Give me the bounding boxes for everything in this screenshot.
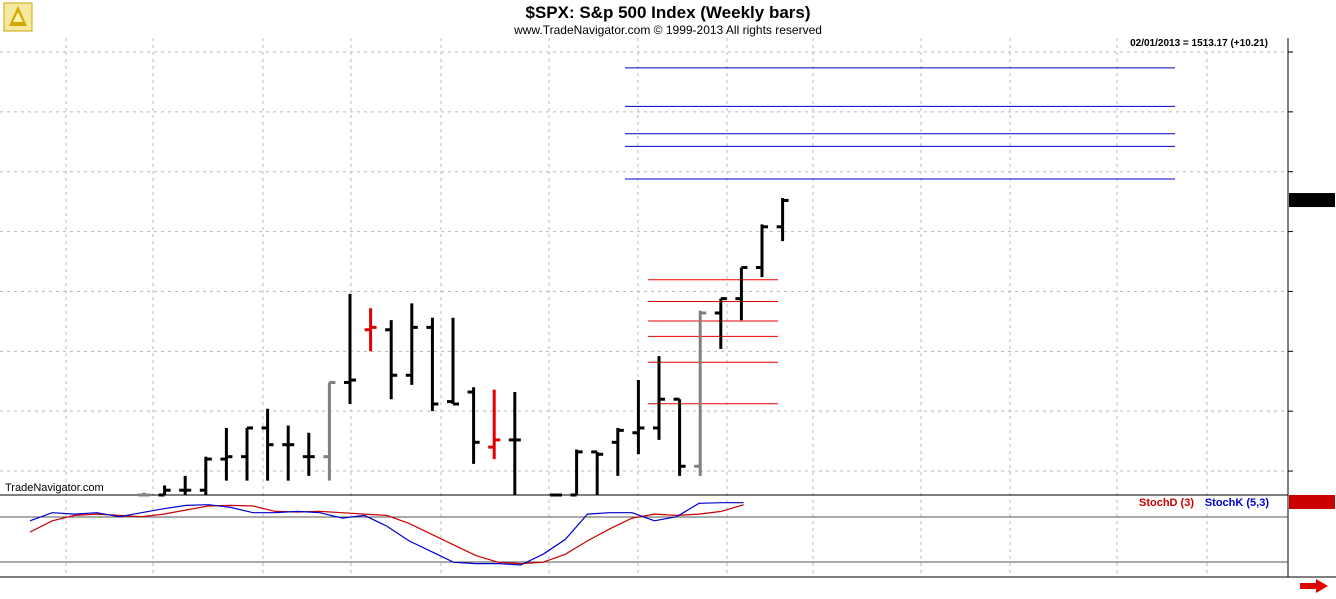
price-bar: [611, 427, 624, 476]
last-bar-info: 02/01/2013 = 1513.17 (+10.21): [1130, 38, 1268, 49]
last-price-box: [1289, 193, 1335, 208]
price-bar: [570, 449, 583, 497]
price-bar: [302, 432, 315, 476]
price-bar: [632, 380, 645, 455]
price-bar: [385, 320, 398, 400]
price-bar: [241, 426, 253, 481]
price-bar: [591, 450, 604, 495]
price-bar: [653, 356, 665, 440]
stochD-legend: StochD (3): [1139, 497, 1194, 509]
trade-navigator-logo-icon[interactable]: [3, 2, 33, 32]
price-axis: [1288, 51, 1335, 472]
stoch-last-box: [1289, 495, 1335, 509]
price-bar: [776, 198, 789, 242]
price-bar: [364, 308, 377, 352]
price-bar: [447, 317, 459, 406]
grid: [0, 38, 1288, 577]
copyright-text: www.TradeNavigator.com © 1999-2013 All r…: [513, 23, 822, 37]
stochK-legend: StochK (5,3): [1205, 497, 1270, 509]
price-bar: [426, 317, 439, 412]
price-bar: [199, 456, 212, 495]
plot-frame: [0, 38, 1336, 578]
stochastic-panel: [0, 495, 1335, 566]
price-bar: [344, 293, 356, 404]
price-bar: [261, 408, 274, 481]
price-bar: [488, 389, 501, 460]
price-bar: [138, 492, 150, 497]
price-bar: [158, 485, 171, 497]
price-bar: [282, 425, 295, 481]
price-bar: [508, 392, 521, 495]
price-bar: [323, 380, 336, 481]
price-bar: [405, 303, 418, 385]
price-bar: [735, 266, 748, 321]
price-bar: [220, 427, 233, 481]
price-bar: [694, 310, 707, 476]
price-bar: [467, 387, 480, 464]
price-bar: [756, 224, 768, 278]
price-bar: [714, 297, 727, 349]
price-bars: [138, 198, 789, 497]
chart-title: $SPX: S&p 500 Index (Weekly bars): [525, 3, 810, 22]
price-bar: [179, 475, 192, 495]
price-bar: [673, 397, 686, 476]
watermark: TradeNavigator.com: [5, 482, 104, 494]
level-lines: [625, 67, 1175, 405]
scroll-right-arrow-icon[interactable]: [1297, 579, 1333, 593]
stochK-line: [29, 502, 744, 566]
stochD-line: [29, 504, 744, 565]
